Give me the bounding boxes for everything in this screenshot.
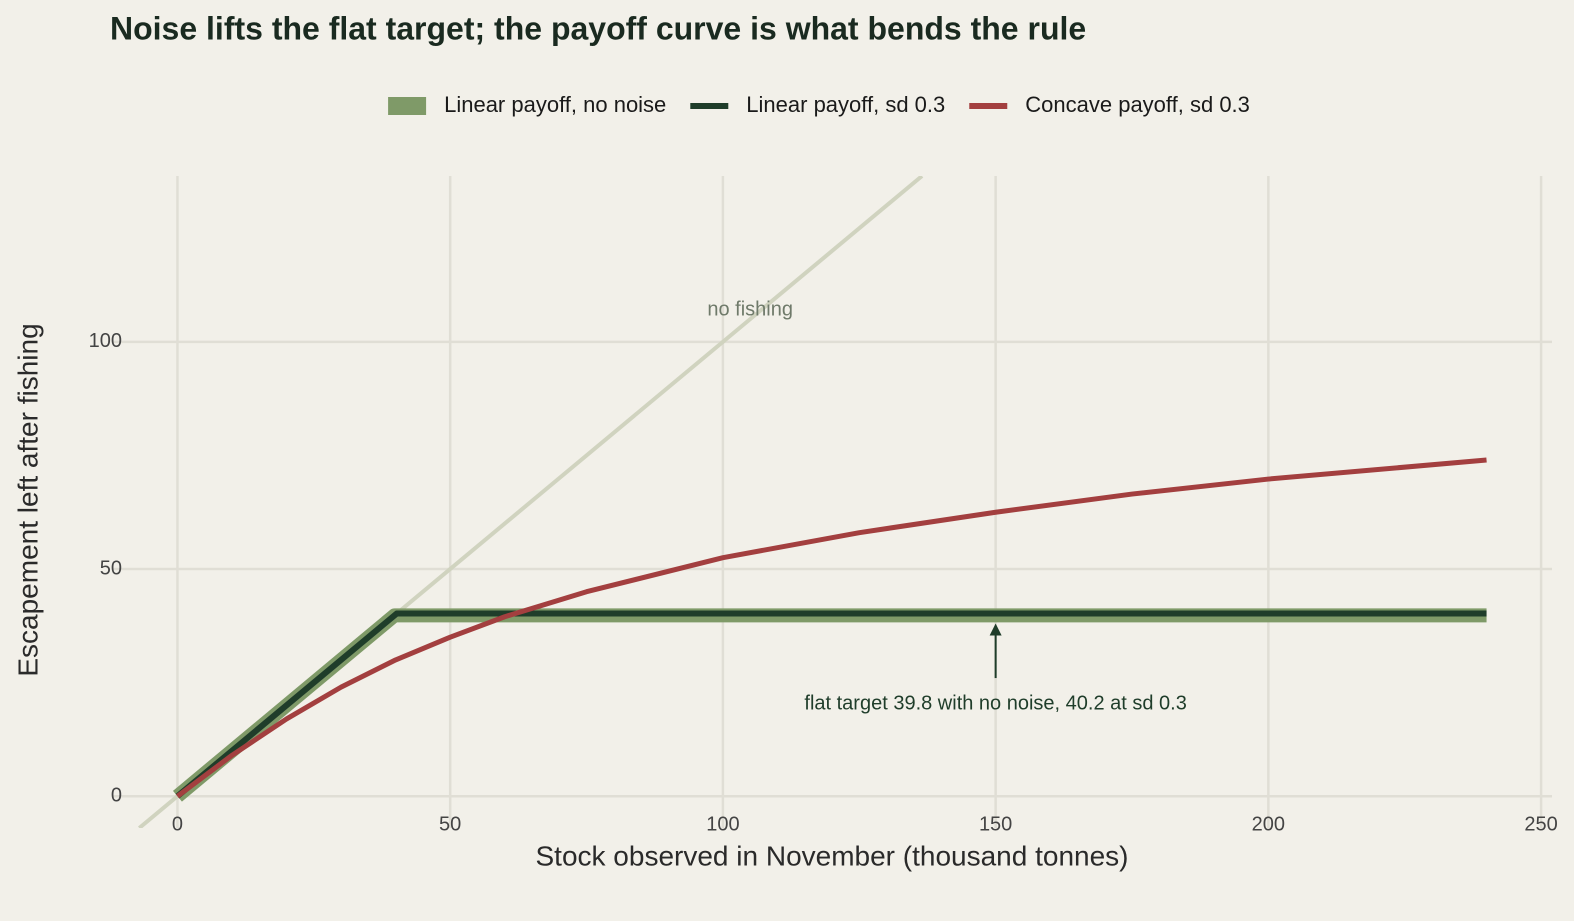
legend-label: Linear payoff, sd 0.3 xyxy=(746,92,945,117)
x-tick-label: 100 xyxy=(706,813,739,835)
x-tick-label: 250 xyxy=(1524,813,1557,835)
series-line xyxy=(175,457,1487,799)
chart-title: Noise lifts the flat target; the payoff … xyxy=(110,10,1086,46)
x-tick-label: 150 xyxy=(979,813,1012,835)
legend-label: Concave payoff, sd 0.3 xyxy=(1025,92,1250,117)
annotation-text: flat target 39.8 with no noise, 40.2 at … xyxy=(804,692,1186,714)
x-tick-label: 50 xyxy=(439,813,461,835)
y-tick-label: 50 xyxy=(100,557,122,579)
y-tick-label: 100 xyxy=(89,330,122,352)
legend-label: Linear payoff, no noise xyxy=(444,92,666,117)
y-tick-label: 0 xyxy=(111,784,122,806)
plot-area xyxy=(137,176,1487,828)
x-axis-label: Stock observed in November (thousand ton… xyxy=(536,840,1129,871)
reference-label: no fishing xyxy=(707,298,793,320)
legend-swatch xyxy=(388,97,427,115)
series-line xyxy=(175,610,1487,799)
annotation-arrowhead xyxy=(989,623,1002,636)
x-tick-label: 200 xyxy=(1252,813,1285,835)
x-tick-label: 0 xyxy=(172,813,183,835)
legend: Linear payoff, no noise Linear payoff, sd… xyxy=(388,92,1250,117)
y-axis-label: Escapement left after fishing xyxy=(12,323,43,676)
